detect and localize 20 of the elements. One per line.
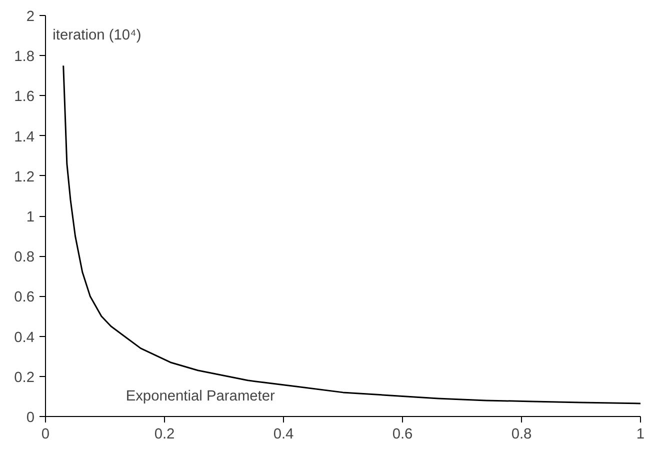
y-tick-label: 0: [26, 410, 35, 426]
y-tick-label: 0.4: [14, 330, 34, 346]
x-tick-label: 0.8: [511, 426, 532, 442]
y-tick-label: 0.8: [14, 250, 34, 266]
y-tick-label: 0.2: [14, 370, 34, 386]
y-tick-label: 1.8: [14, 49, 34, 66]
x-tick-label: 0.6: [392, 426, 413, 442]
line-series: [62, 64, 640, 404]
y-axis-title: iteration (10⁴): [52, 28, 142, 44]
y-tick-label: 1.4: [14, 129, 34, 146]
x-axis-title: Exponential Parameter: [126, 388, 276, 404]
y-tick-label: 1.2: [14, 169, 34, 186]
y-tick-label: 0.6: [14, 290, 34, 306]
y-tick-label: 1: [26, 210, 35, 226]
y-tick-label: 1.6: [14, 89, 34, 106]
x-tick-label: 1: [636, 426, 645, 442]
x-tick-label: 0: [41, 426, 50, 442]
x-tick-label: 0.4: [273, 426, 294, 442]
y-tick-label: 2: [26, 9, 35, 25]
x-tick-label: 0.2: [154, 426, 175, 442]
